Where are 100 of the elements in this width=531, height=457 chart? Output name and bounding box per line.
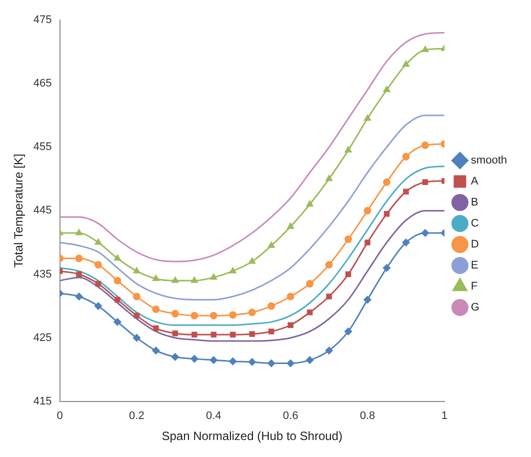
point — [421, 229, 429, 237]
point — [230, 332, 236, 338]
point — [288, 322, 294, 328]
point — [133, 267, 140, 274]
point — [210, 356, 218, 364]
point — [190, 312, 198, 320]
point — [402, 60, 410, 67]
point — [382, 264, 390, 272]
point — [171, 310, 179, 318]
x-axis-title: Span Normalized (Hub to Shroud) — [162, 429, 342, 444]
point — [268, 302, 276, 310]
point — [94, 260, 102, 268]
point — [76, 271, 82, 278]
point — [306, 356, 314, 364]
point — [172, 330, 178, 336]
point — [421, 141, 429, 149]
x-tick-label: 0.4 — [206, 410, 222, 422]
point — [190, 355, 198, 363]
point — [94, 302, 102, 310]
legend-label: F — [470, 280, 478, 293]
point — [114, 254, 121, 261]
point — [403, 188, 409, 194]
point — [306, 200, 314, 207]
point — [248, 358, 256, 366]
point — [210, 332, 216, 338]
y-tick-label: 435 — [33, 268, 52, 280]
x-tick-label: 0.8 — [360, 410, 376, 422]
point — [402, 238, 410, 246]
point — [248, 258, 256, 264]
point — [344, 328, 352, 336]
point — [422, 179, 428, 185]
y-tick-label: 475 — [33, 14, 52, 26]
point — [383, 86, 390, 92]
point — [114, 296, 120, 303]
point — [229, 311, 237, 319]
point — [402, 152, 410, 160]
line-series — [60, 114, 444, 300]
point — [364, 206, 372, 214]
point — [364, 114, 371, 121]
point — [422, 46, 429, 52]
y-tick-label: 465 — [33, 78, 52, 90]
point — [171, 353, 179, 361]
point — [306, 310, 313, 316]
point — [230, 267, 236, 274]
point — [153, 325, 159, 332]
line-series — [60, 210, 444, 342]
point — [172, 276, 179, 283]
legend-label: E — [470, 260, 478, 272]
point — [132, 292, 140, 300]
point — [192, 332, 198, 338]
point — [75, 254, 83, 262]
point — [382, 178, 390, 186]
point — [152, 274, 160, 281]
point — [95, 280, 102, 287]
point — [132, 334, 140, 342]
x-tick-label: 0.2 — [129, 410, 144, 422]
legend-label: G — [470, 302, 480, 314]
point — [268, 360, 276, 368]
legend-label: C — [470, 218, 479, 230]
legend-label: D — [470, 238, 479, 251]
legend-label: B — [470, 196, 478, 209]
point — [384, 211, 390, 217]
point — [76, 229, 82, 236]
point — [306, 280, 314, 288]
legend-label: A — [470, 176, 479, 188]
point — [94, 238, 102, 245]
point — [325, 260, 333, 268]
point — [268, 242, 275, 248]
point — [345, 271, 352, 278]
point — [152, 346, 160, 354]
point — [210, 274, 217, 280]
point — [152, 305, 160, 313]
point — [248, 308, 256, 316]
x-tick-label: 0 — [56, 410, 63, 422]
point — [325, 346, 333, 354]
point — [191, 276, 198, 283]
point — [268, 328, 274, 334]
y-tick-label: 445 — [33, 204, 52, 217]
point — [75, 292, 83, 300]
point — [344, 236, 352, 244]
y-tick-label: 455 — [33, 141, 52, 154]
point — [364, 296, 372, 304]
point — [344, 146, 352, 153]
point — [286, 360, 294, 368]
point — [134, 312, 140, 318]
legend-label: smooth — [470, 154, 508, 167]
point — [286, 292, 294, 300]
point — [364, 240, 370, 246]
point — [114, 318, 122, 326]
point — [326, 294, 332, 300]
point — [229, 358, 237, 366]
x-tick-label: 0.6 — [282, 410, 298, 422]
point — [114, 276, 122, 284]
point — [210, 312, 218, 320]
point — [326, 175, 332, 182]
point — [287, 222, 294, 229]
y-axis-title: Total Temperature [K] — [12, 154, 26, 268]
x-tick-label: 1 — [441, 410, 448, 422]
y-tick-label: 415 — [33, 395, 52, 408]
point — [249, 331, 255, 337]
